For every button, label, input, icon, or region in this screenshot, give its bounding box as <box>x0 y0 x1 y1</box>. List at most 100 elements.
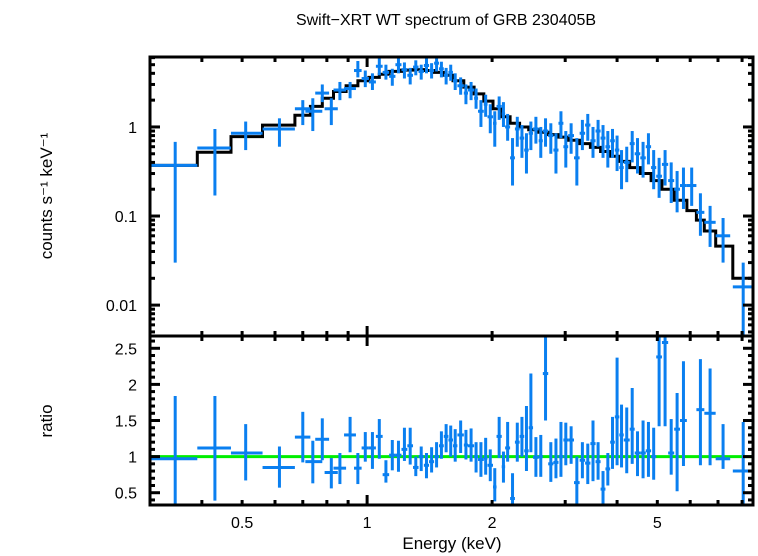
ratio-data-point <box>434 442 440 468</box>
ratio-data-point <box>487 449 493 482</box>
spectrum-data-point <box>492 111 497 147</box>
ratio-data-point <box>315 418 330 461</box>
spectrum-data-point <box>674 171 680 213</box>
spectrum-data-point <box>452 73 458 90</box>
ratio-data-point <box>533 437 539 477</box>
spectrum-data-point <box>413 60 419 76</box>
model-step-line <box>150 68 753 280</box>
ratio-data-point <box>661 336 669 427</box>
spectrum-data-point <box>661 150 669 186</box>
spectrum-data-point <box>645 133 652 165</box>
ratio-data-point <box>395 440 402 472</box>
spectrum-data-point <box>262 118 295 147</box>
ratio-data-point <box>590 420 596 482</box>
spectrum-data-point <box>389 68 396 86</box>
ratio-data-point <box>524 406 529 472</box>
spectrum-data-point <box>429 63 435 79</box>
spectrum-data-point <box>585 113 591 141</box>
spectrum-data-point <box>439 61 444 78</box>
y-tick-label-spectrum: 0.01 <box>106 298 137 315</box>
spectrum-data-point <box>614 135 620 172</box>
y-tick-label-spectrum: 1 <box>128 120 137 137</box>
spectrum-data-point <box>510 138 515 186</box>
y-tick-label-ratio: 0.5 <box>115 486 137 503</box>
ratio-data-point <box>262 446 295 488</box>
spectrum-data-point <box>463 84 469 105</box>
ratio-data-point <box>294 411 311 463</box>
y-tick-label-ratio: 1.5 <box>115 414 137 431</box>
spectrum-data-point <box>457 77 464 95</box>
ratio-data-point <box>629 388 635 464</box>
ratio-data-point <box>634 431 641 477</box>
axis-ticks <box>150 56 753 505</box>
ratio-data-point <box>478 442 484 477</box>
spectrum-data-point <box>368 73 376 90</box>
spectrum-data-point <box>538 126 543 158</box>
spectrum-data-point <box>528 121 534 151</box>
spectrum-panel-frame <box>148 55 755 338</box>
ratio-data-point <box>514 422 520 462</box>
ratio-data-point <box>715 424 731 469</box>
ratio-data-point <box>452 429 458 462</box>
spectrum-data-point <box>679 167 687 209</box>
spectrum-data-point <box>230 121 263 151</box>
ratio-data-point <box>423 453 430 479</box>
ratio-data-point <box>542 336 549 421</box>
spectrum-data-point <box>505 113 511 141</box>
ratio-data-point <box>579 442 586 479</box>
y-tick-label-ratio: 2 <box>128 377 137 394</box>
spectrum-data-point <box>668 162 675 204</box>
spectrum-data-point <box>542 118 549 147</box>
ratio-data-point <box>407 427 414 465</box>
ratio-data-point <box>696 359 705 466</box>
x-tick-label: 0.5 <box>231 515 253 532</box>
ratio-data-point <box>344 416 356 453</box>
spectrum-data-point <box>496 96 502 120</box>
spectrum-data-point <box>732 262 753 336</box>
ratio-data-point <box>600 471 606 505</box>
y-tick-label-spectrum: 0.1 <box>115 209 137 226</box>
ratio-data-point <box>413 456 419 477</box>
ratio-data-point <box>645 421 652 477</box>
spectrum-data-point <box>361 70 369 88</box>
ratio-data-point <box>558 421 564 477</box>
spectrum-data-point <box>474 88 479 109</box>
spectrum-data-point <box>468 81 475 101</box>
ratio-data-point <box>361 432 369 462</box>
x-tick-label: 1 <box>363 515 372 532</box>
ratio-data-point <box>519 416 525 457</box>
spectrum-data-point <box>634 138 641 174</box>
ratio-data-point <box>505 421 511 462</box>
ratio-data-point <box>496 416 502 459</box>
ratio-data-point <box>333 453 347 485</box>
ratio-data-point <box>457 420 464 453</box>
ratio-data-point <box>305 440 323 484</box>
spectrum-data-point <box>305 98 323 132</box>
y-axis-label-spectrum: counts s⁻¹ keV⁻¹ <box>37 132 56 259</box>
ratio-data-point <box>443 424 449 453</box>
spectrum-data-point <box>600 125 606 158</box>
spectrum-data-point <box>605 131 611 168</box>
ratio-data-point <box>605 453 611 486</box>
spectrum-data-point <box>448 64 453 81</box>
spectrum-data-point <box>563 131 569 168</box>
spectrum-data-point <box>610 128 615 158</box>
ratio-data-point <box>548 442 554 482</box>
spectrum-data-point <box>354 61 362 78</box>
ratio-data-point <box>401 427 408 461</box>
ratio-data-point <box>528 373 534 453</box>
x-tick-label: 5 <box>653 515 662 532</box>
ratio-data-point <box>375 419 383 459</box>
spectrum-data-point <box>579 119 586 151</box>
ratio-data-point <box>553 438 559 479</box>
spectrum-data-point <box>315 84 330 103</box>
spectrum-data-point <box>651 150 657 190</box>
spectrum-data-point <box>483 94 488 117</box>
ratio-data-point <box>197 395 231 501</box>
y-tick-label-ratio: 1 <box>128 450 137 467</box>
spectrum-data-point <box>501 102 506 127</box>
ratio-data-point <box>574 456 580 504</box>
spectrum-data-point <box>590 126 596 158</box>
spectrum-data-point <box>640 141 646 178</box>
spectrum-data-point <box>715 218 731 263</box>
